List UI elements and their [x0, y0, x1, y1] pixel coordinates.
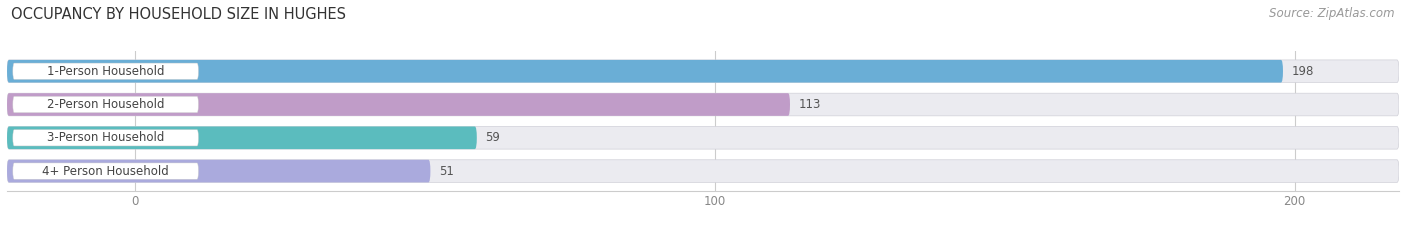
- FancyBboxPatch shape: [7, 93, 1399, 116]
- FancyBboxPatch shape: [7, 127, 477, 149]
- FancyBboxPatch shape: [7, 160, 430, 182]
- Text: 2-Person Household: 2-Person Household: [46, 98, 165, 111]
- FancyBboxPatch shape: [13, 163, 198, 179]
- Text: 113: 113: [799, 98, 821, 111]
- Text: 51: 51: [439, 164, 454, 178]
- FancyBboxPatch shape: [13, 96, 198, 113]
- Text: 198: 198: [1292, 65, 1315, 78]
- FancyBboxPatch shape: [7, 60, 1282, 82]
- Text: OCCUPANCY BY HOUSEHOLD SIZE IN HUGHES: OCCUPANCY BY HOUSEHOLD SIZE IN HUGHES: [11, 7, 346, 22]
- FancyBboxPatch shape: [13, 63, 198, 79]
- FancyBboxPatch shape: [13, 130, 198, 146]
- FancyBboxPatch shape: [7, 160, 1399, 182]
- Text: 59: 59: [485, 131, 501, 144]
- FancyBboxPatch shape: [7, 127, 1399, 149]
- FancyBboxPatch shape: [7, 60, 1399, 82]
- FancyBboxPatch shape: [7, 93, 790, 116]
- Text: Source: ZipAtlas.com: Source: ZipAtlas.com: [1270, 7, 1395, 20]
- Text: 3-Person Household: 3-Person Household: [46, 131, 165, 144]
- Text: 1-Person Household: 1-Person Household: [46, 65, 165, 78]
- Text: 4+ Person Household: 4+ Person Household: [42, 164, 169, 178]
